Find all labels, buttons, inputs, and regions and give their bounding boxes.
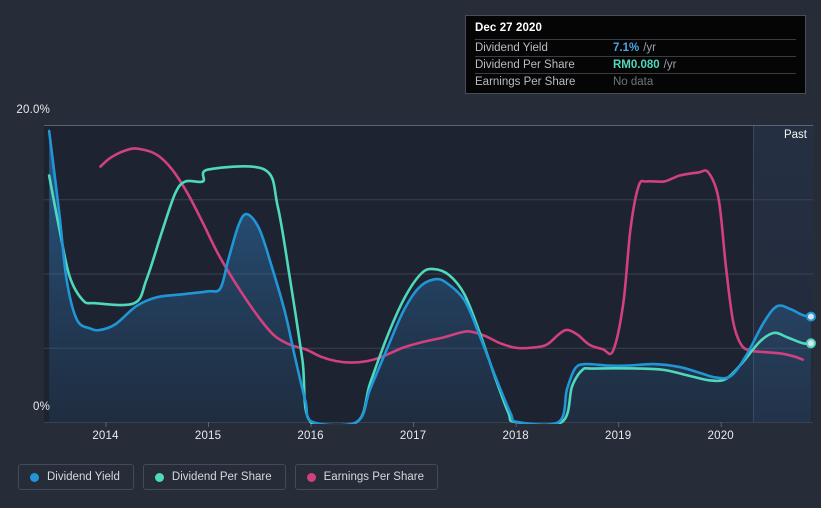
tooltip-row: Earnings Per Share No data bbox=[475, 73, 796, 90]
legend-color-dot-icon bbox=[306, 472, 316, 482]
tooltip-row: Dividend Yield 7.1%/yr bbox=[475, 39, 796, 56]
y-axis-label-bottom: 0% bbox=[32, 401, 50, 413]
legend-item-label: Earnings Per Share bbox=[323, 471, 424, 483]
legend-color-dot-icon bbox=[30, 472, 39, 482]
tooltip-row-label: Earnings Per Share bbox=[475, 76, 576, 88]
legend-item-earnings-per-share[interactable]: Earnings Per Share bbox=[294, 464, 438, 490]
y-axis-label-top: 20.0% bbox=[16, 104, 50, 116]
tooltip-row-label: Dividend Yield bbox=[475, 42, 548, 54]
tooltip-row-unit: /yr bbox=[663, 59, 677, 71]
chart-plot-area bbox=[44, 125, 816, 427]
x-axis-label-2017: 2017 bbox=[399, 430, 427, 442]
series-area-dividend-yield bbox=[49, 130, 811, 426]
tooltip-row-label: Dividend Per Share bbox=[475, 59, 575, 71]
tooltip-row-value: 7.1% bbox=[613, 42, 640, 54]
tooltip-row: Dividend Per Share RM0.080/yr bbox=[475, 56, 796, 73]
legend-item-label: Dividend Per Share bbox=[171, 471, 272, 483]
tooltip-row-value-wrap: 7.1%/yr bbox=[613, 42, 656, 54]
tooltip-row-unit: /yr bbox=[643, 42, 656, 54]
chart-canvas bbox=[44, 125, 816, 427]
tooltip-row-value-wrap: No data bbox=[613, 76, 653, 88]
x-axis-label-2019: 2019 bbox=[604, 430, 632, 442]
series-line-dividend-yield bbox=[47, 129, 813, 424]
x-axis-label-2016: 2016 bbox=[297, 430, 324, 442]
x-axis-label-2015: 2015 bbox=[194, 430, 222, 442]
legend-item-label: Dividend Yield bbox=[47, 471, 120, 483]
legend-item-dividend-per-share[interactable]: Dividend Per Share bbox=[142, 464, 286, 490]
series-endpoint-dividend-yield bbox=[805, 311, 816, 322]
series-line-earnings-per-share bbox=[99, 147, 805, 364]
chart-legend: Dividend Yield Dividend Per Share Earnings… bbox=[18, 464, 438, 490]
x-axis-label-2014: 2014 bbox=[92, 430, 119, 442]
tooltip-row-value: RM0.080 bbox=[613, 59, 660, 71]
past-region-label: Past bbox=[783, 129, 807, 141]
tooltip-date: Dec 27 2020 bbox=[475, 22, 542, 34]
series-line-dividend-per-share bbox=[47, 165, 813, 424]
legend-item-dividend-yield[interactable]: Dividend Yield bbox=[18, 464, 134, 490]
series-endpoint-dividend-per-share bbox=[805, 338, 816, 349]
tooltip-row-value: No data bbox=[613, 76, 654, 88]
x-axis-label-2020: 2020 bbox=[707, 430, 734, 442]
x-axis-label-2018: 2018 bbox=[502, 430, 529, 442]
tooltip-row-value-wrap: RM0.080/yr bbox=[613, 59, 676, 71]
chart-tooltip: Dec 27 2020 Dividend Yield 7.1%/yr Dividen… bbox=[465, 15, 806, 94]
legend-color-dot-icon bbox=[154, 472, 164, 482]
tooltip-rows: Dividend Yield 7.1%/yr Dividend Per Share R… bbox=[475, 39, 796, 90]
